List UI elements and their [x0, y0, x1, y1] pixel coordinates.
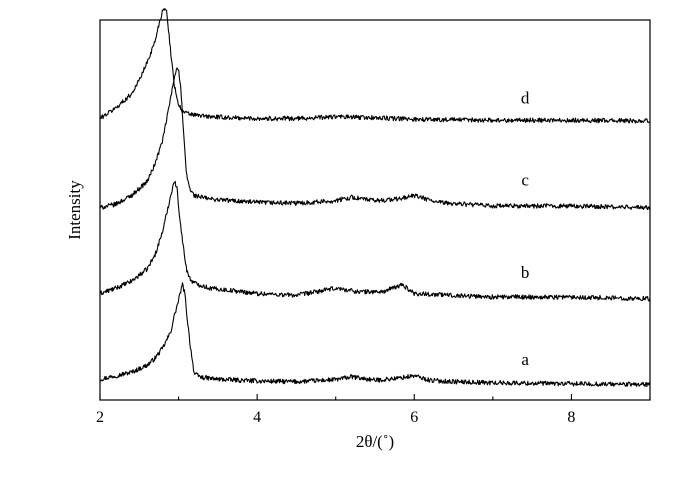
- series-label-c: c: [521, 171, 529, 190]
- series-line-b: [99, 180, 651, 302]
- series-label-b: b: [521, 263, 530, 282]
- x-tick-label: 6: [410, 409, 418, 426]
- series-label-a: a: [521, 350, 529, 369]
- x-axis: 2 4 6 8: [96, 394, 651, 426]
- plot-frame: [99, 19, 651, 401]
- x-tick-label: 4: [253, 409, 261, 426]
- series-line-c: [99, 67, 651, 211]
- y-axis-title: Intensity: [65, 180, 84, 240]
- x-tick-label: 2: [96, 409, 104, 426]
- series-line-d: [99, 8, 651, 124]
- series-label-d: d: [521, 89, 530, 108]
- x-axis-title: 2θ/(˚): [356, 432, 394, 451]
- series-line-a: [99, 282, 651, 388]
- x-tick-label: 8: [567, 409, 575, 426]
